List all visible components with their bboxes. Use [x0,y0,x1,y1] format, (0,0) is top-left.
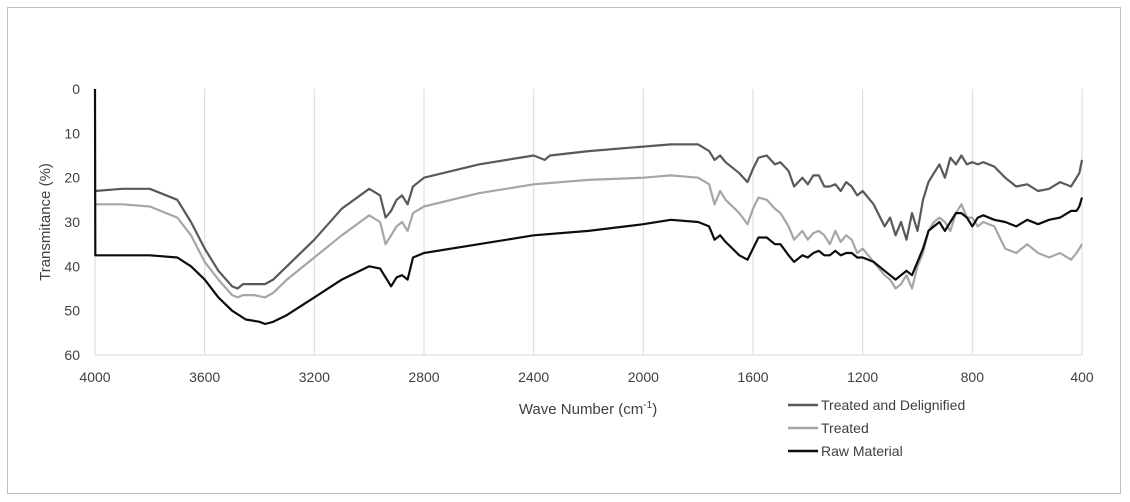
x-tick-labels: 4000 3600 3200 2800 2400 2000 1600 1200 800 400 [79,369,1093,385]
x-tick-label-3200: 3200 [299,369,330,385]
y-tick-label-30: 30 [64,214,80,230]
x-tick-label-2400: 2400 [518,369,549,385]
x-tick-label-800: 800 [961,369,985,385]
x-tick-label-3600: 3600 [189,369,220,385]
x-tick-label-4000: 4000 [79,369,110,385]
series-line-treated [95,175,1082,297]
series-layer [95,89,1082,324]
series-line-raw-material [95,89,1082,324]
legend-label-treated: Treated [821,420,869,436]
legend-label-raw-material: Raw Material [821,443,903,459]
x-tick-label-1200: 1200 [847,369,878,385]
x-axis-title-close: ) [652,401,657,418]
y-tick-label-0: 0 [72,81,80,97]
y-tick-label-10: 10 [64,125,80,141]
legend: Treated and Delignified Treated Raw Materi… [788,397,965,459]
x-tick-label-1600: 1600 [737,369,768,385]
legend-label-treated-and-delignified: Treated and Delignified [821,397,965,413]
x-tick-label-400: 400 [1070,369,1094,385]
x-axis-title-main: Wave Number (cm [519,401,643,418]
x-axis-title: Wave Number (cm-1) [519,400,657,418]
y-tick-label-20: 20 [64,170,80,186]
y-tick-label-60: 60 [64,347,80,363]
y-tick-label-50: 50 [64,303,80,319]
x-tick-label-2800: 2800 [408,369,439,385]
y-tick-labels: 0 10 20 30 40 50 60 [64,81,80,363]
y-axis-title: Transmitance (%) [37,163,54,281]
y-tick-label-40: 40 [64,258,80,274]
x-tick-label-2000: 2000 [628,369,659,385]
series-line-treated-and-delignified [95,144,1082,288]
